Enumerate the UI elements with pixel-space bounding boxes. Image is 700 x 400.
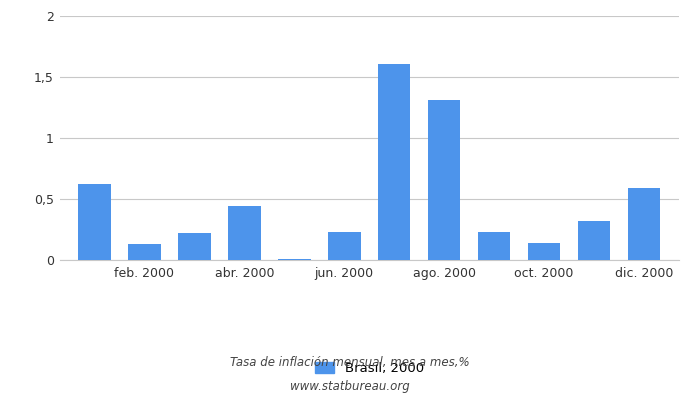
Bar — [528, 243, 560, 260]
Text: Tasa de inflación mensual, mes a mes,%: Tasa de inflación mensual, mes a mes,% — [230, 356, 470, 369]
Bar — [78, 184, 111, 260]
Bar — [128, 244, 161, 260]
Bar — [428, 100, 461, 260]
Bar — [228, 206, 260, 260]
Text: www.statbureau.org: www.statbureau.org — [290, 380, 410, 393]
Bar — [328, 232, 360, 260]
Legend: Brasil, 2000: Brasil, 2000 — [309, 356, 429, 380]
Bar — [628, 188, 660, 260]
Bar — [378, 64, 410, 260]
Bar — [578, 221, 610, 260]
Bar — [478, 232, 510, 260]
Bar — [178, 233, 211, 260]
Bar — [278, 259, 311, 260]
